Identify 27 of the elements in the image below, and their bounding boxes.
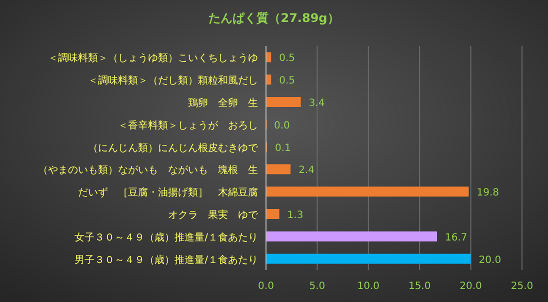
x-tick-label: 5.0 (309, 281, 326, 292)
y-tick-label: 女子３０～４９（歳）推進量/１食あたり (74, 231, 258, 244)
y-tick-label: ＜調味料類＞（しょうゆ類）こいくちしょうゆ (48, 52, 258, 64)
data-label: 1.3 (287, 210, 304, 221)
x-tick-label: 15.0 (408, 281, 431, 292)
data-label: 16.7 (445, 232, 468, 244)
y-tick-label: （にんじん類）にんじん根皮むきゆで (88, 142, 259, 154)
y-tick-label: ＜調味料類＞（だし類）顆粒和風だし (88, 74, 258, 87)
y-tick-label: だいず ［豆腐・油揚げ類］ 木綿豆腐 (78, 186, 258, 199)
y-tick-label: 鶏卵 全卵 生 (188, 97, 258, 109)
data-label: 20.0 (478, 254, 502, 266)
x-tick-label: 20.0 (460, 281, 482, 292)
y-tick-label: ＜香辛料類＞しょうが おろし (118, 119, 258, 132)
data-label: 0.5 (279, 76, 296, 87)
x-tick-label: 25.0 (510, 281, 534, 292)
data-label: 0.1 (275, 142, 291, 154)
data-label: 0.0 (274, 120, 290, 132)
y-tick-label: （やまのいも類）ながいも ながいも 塊根 生 (38, 164, 258, 176)
y-tick-label: 男子３０～４９（歳）推進量/１食あたり (74, 254, 258, 266)
data-label: 19.8 (476, 188, 500, 199)
data-label: 2.4 (298, 165, 314, 176)
data-label: 3.4 (308, 98, 325, 109)
x-tick-label: 10.0 (357, 281, 380, 292)
chart-title: たんぱく質（27.89g） (208, 11, 340, 25)
y-tick-label: オクラ 果実 ゆで (168, 209, 259, 221)
data-label: 0.5 (279, 53, 296, 64)
x-tick-label: 0.0 (258, 281, 274, 292)
